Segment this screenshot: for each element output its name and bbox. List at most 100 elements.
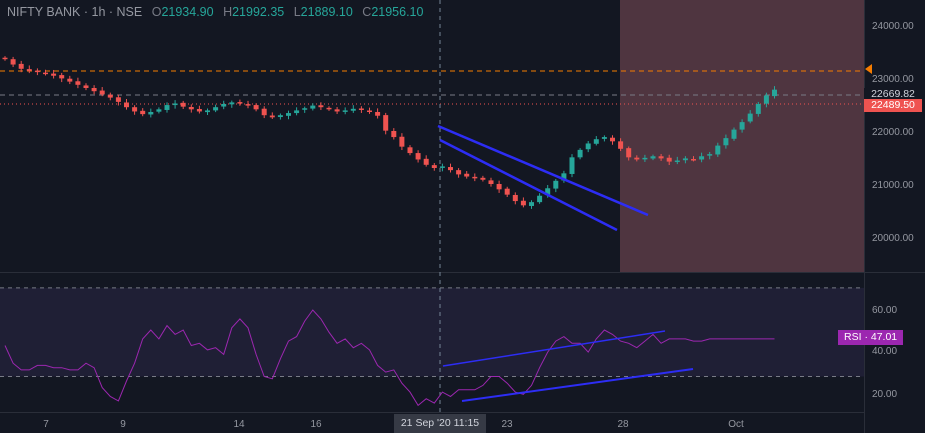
candle-body: [302, 108, 308, 110]
candle-body: [213, 107, 219, 111]
candle-body: [350, 108, 356, 111]
time-tick: 9: [120, 419, 126, 430]
candle-body: [164, 105, 170, 110]
candle-body: [561, 173, 567, 181]
candle-body: [618, 141, 624, 149]
candle-body: [496, 184, 502, 190]
candle-body: [529, 202, 534, 206]
candle-body: [448, 167, 453, 171]
rsi-value-tag: RSI · 47.01: [838, 330, 904, 345]
candle-body: [666, 157, 672, 162]
candle-body: [261, 108, 267, 116]
candle-body: [731, 129, 737, 139]
candle-body: [10, 59, 16, 65]
candle-body: [723, 138, 729, 146]
candle-body: [699, 156, 705, 160]
price-tick: 23000.00: [872, 74, 914, 85]
candle-body: [431, 165, 437, 168]
candle-body: [383, 115, 389, 131]
rsi-upper-trendline: [442, 330, 666, 367]
candle-body: [124, 102, 129, 108]
candle-body: [772, 89, 777, 97]
rsi-line: [4, 309, 775, 407]
candle-body: [755, 104, 761, 114]
channel-upper-trendline: [437, 124, 649, 217]
rsi-band: [0, 287, 864, 377]
candle-body: [140, 110, 146, 115]
candle-body: [634, 157, 640, 160]
candle-body: [172, 103, 178, 106]
candle-body: [310, 105, 316, 109]
candle-body: [269, 115, 275, 118]
candle-body: [415, 153, 421, 160]
candle-body: [674, 160, 680, 163]
candle-body: [601, 137, 607, 139]
open-value: 21934.90: [161, 5, 214, 19]
candle-body: [439, 166, 445, 168]
candle-body: [504, 188, 510, 195]
candle-body: [196, 109, 202, 112]
rsi-tick: 40.00: [872, 346, 898, 357]
candle-body: [375, 112, 381, 116]
candle-body: [91, 88, 97, 92]
candle-body: [205, 110, 210, 113]
candle-body: [18, 63, 24, 69]
candle-body: [43, 72, 48, 75]
price-tick: 24000.00: [872, 21, 914, 32]
candle-body: [34, 70, 40, 73]
candle-body: [115, 97, 121, 102]
candle-body: [520, 200, 526, 206]
candle-body: [318, 105, 324, 108]
candle-body: [739, 122, 745, 130]
candle-body: [229, 102, 235, 105]
high-value: 21992.35: [232, 5, 285, 19]
candle-body: [682, 158, 688, 161]
rsi-tick: 20.00: [872, 389, 898, 400]
candle-body: [253, 105, 259, 110]
candle-body: [537, 195, 543, 203]
candle-body: [747, 113, 753, 122]
candle-body: [277, 115, 283, 118]
candle-body: [715, 145, 721, 155]
candle-body: [83, 85, 89, 88]
candle-body: [75, 81, 81, 85]
candle-body: [367, 110, 372, 113]
time-tick: 14: [233, 419, 245, 430]
candle-body: [464, 173, 470, 177]
candle-body: [650, 156, 656, 159]
candle-body: [658, 156, 664, 159]
price-tick: 22000.00: [872, 127, 914, 138]
crosshair-time-label: 21 Sep '20 11:15: [394, 414, 486, 433]
time-tick: 16: [310, 419, 322, 430]
rsi-label: RSI: [844, 331, 862, 343]
candle-body: [358, 108, 364, 110]
close-value: 21956.10: [371, 5, 424, 19]
candle-body: [399, 136, 405, 147]
candle-body: [51, 73, 57, 76]
candle-body: [188, 106, 194, 110]
candle-body: [423, 158, 429, 165]
open-key: O: [151, 5, 162, 19]
candle-body: [294, 110, 300, 114]
rsi-lower-trendline: [461, 368, 694, 402]
highlight-zone: [620, 0, 864, 272]
symbol-label[interactable]: NIFTY BANK · 1h · NSE: [7, 5, 143, 19]
rsi-value: 47.01: [870, 331, 898, 343]
time-tick: Oct: [728, 419, 744, 430]
candle-body: [691, 159, 696, 161]
candle-body: [553, 180, 559, 189]
candle-body: [334, 109, 340, 112]
candle-body: [585, 143, 591, 150]
candle-body: [221, 104, 227, 107]
candle-body: [107, 94, 113, 98]
candle-body: [59, 75, 65, 79]
candle-body: [610, 137, 615, 142]
candle-body: [26, 69, 32, 71]
candle-body: [2, 57, 8, 60]
alert-flag-icon[interactable]: [865, 64, 872, 74]
price-tick: 20000.00: [872, 233, 914, 244]
time-tick: 7: [43, 419, 49, 430]
candle-body: [156, 109, 162, 112]
candle-body: [245, 104, 251, 106]
